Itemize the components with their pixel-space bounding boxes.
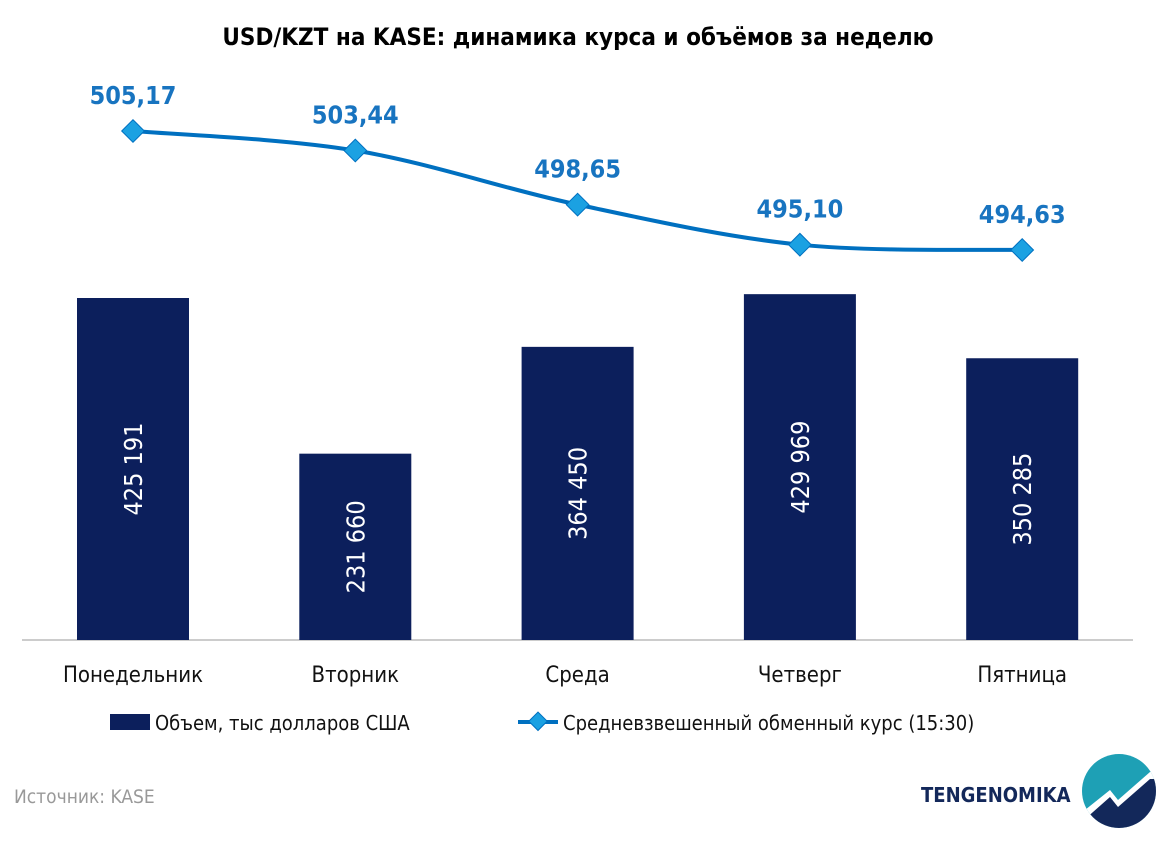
category-label: Четверг bbox=[758, 663, 842, 688]
category-label: Среда bbox=[545, 663, 609, 688]
bar-label: 350 285 bbox=[1008, 453, 1037, 546]
category-label: Понедельник bbox=[63, 663, 203, 688]
line-point bbox=[787, 232, 812, 257]
line-value-label: 494,63 bbox=[979, 200, 1066, 229]
legend-bar-label: Объем, тыс долларов США bbox=[155, 711, 410, 735]
line-value-label: 498,65 bbox=[534, 155, 621, 184]
legend-marker-icon bbox=[528, 711, 548, 732]
line-point bbox=[120, 118, 146, 144]
brand-name: TENGENOMIKA bbox=[921, 783, 1071, 807]
chart-title: USD/KZT на KASE: динамика курса и объёмо… bbox=[222, 23, 933, 51]
category-label: Вторник bbox=[312, 663, 400, 688]
line-value-label: 495,10 bbox=[757, 195, 844, 224]
bar bbox=[77, 298, 189, 640]
bar bbox=[521, 346, 634, 640]
bar bbox=[966, 358, 1079, 640]
bar-label: 364 450 bbox=[564, 447, 593, 540]
legend-bar-swatch bbox=[110, 714, 150, 730]
category-label: Пятница bbox=[977, 663, 1067, 688]
legend-line-label: Средневзвешенный обменный курс (15:30) bbox=[563, 711, 974, 735]
bar bbox=[743, 294, 856, 640]
rate-line bbox=[132, 129, 1023, 252]
bar-label: 429 969 bbox=[786, 421, 815, 514]
line-point bbox=[565, 192, 590, 217]
line-point bbox=[1010, 237, 1035, 263]
brand-logo-icon bbox=[1082, 754, 1156, 828]
legend: Объем, тыс долларов США Средневзвешенный… bbox=[110, 711, 974, 735]
line-value-label: 503,44 bbox=[312, 101, 399, 130]
bar-label: 425 191 bbox=[119, 423, 148, 516]
line-value-label: 505,17 bbox=[90, 81, 177, 110]
bar-label: 231 660 bbox=[341, 500, 370, 593]
source-note: Источник: KASE bbox=[14, 786, 155, 808]
line-point bbox=[343, 138, 368, 163]
bar bbox=[299, 453, 412, 640]
